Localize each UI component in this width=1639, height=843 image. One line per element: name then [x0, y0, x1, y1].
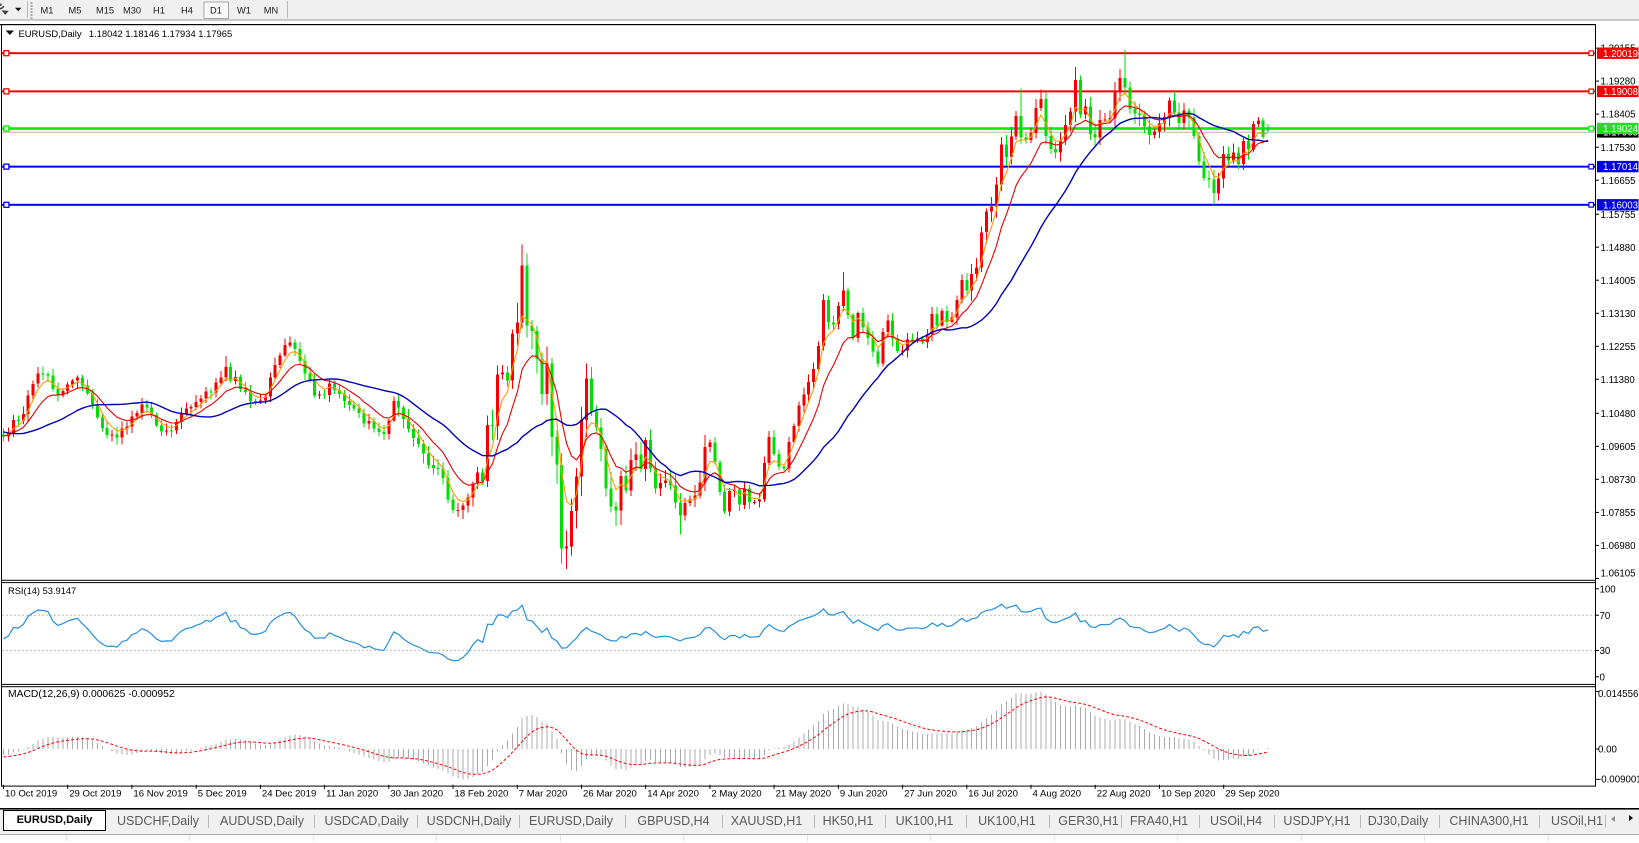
svg-text:H4: H4	[181, 6, 193, 16]
svg-text:1.17530: 1.17530	[1601, 143, 1637, 154]
svg-text:1.09605: 1.09605	[1601, 442, 1636, 453]
svg-text:1.20019: 1.20019	[1603, 49, 1638, 60]
svg-text:70: 70	[1600, 611, 1611, 622]
svg-text:M15: M15	[96, 6, 114, 16]
svg-text:1.16003: 1.16003	[1603, 200, 1638, 211]
svg-text:1.18024: 1.18024	[1603, 124, 1639, 135]
svg-text:D1: D1	[210, 6, 222, 16]
svg-text:18 Feb 2020: 18 Feb 2020	[455, 789, 509, 800]
svg-text:-0.009001: -0.009001	[1598, 775, 1639, 786]
svg-text:1.13130: 1.13130	[1601, 309, 1637, 320]
svg-text:EURUSD,Daily 1.18042 1.18146: EURUSD,Daily 1.18042 1.18146 1.17934 1.1…	[19, 28, 233, 39]
svg-text:29 Oct 2019: 29 Oct 2019	[69, 789, 121, 800]
svg-text:7 Mar 2020: 7 Mar 2020	[519, 789, 568, 800]
svg-text:1.08730: 1.08730	[1601, 475, 1637, 486]
svg-text:1.11380: 1.11380	[1601, 375, 1636, 386]
svg-text:M30: M30	[123, 6, 141, 16]
svg-text:1.06980: 1.06980	[1601, 541, 1637, 552]
svg-text:RSI(14) 53.9147: RSI(14) 53.9147	[8, 586, 76, 596]
svg-text:2 May 2020: 2 May 2020	[711, 789, 761, 800]
svg-text:16 Jul 2020: 16 Jul 2020	[968, 789, 1018, 800]
svg-text:4 Aug 2020: 4 Aug 2020	[1033, 789, 1082, 800]
svg-text:1.16655: 1.16655	[1601, 176, 1636, 187]
svg-text:1.19008: 1.19008	[1603, 87, 1638, 98]
svg-text:29 Sep 2020: 29 Sep 2020	[1225, 789, 1279, 800]
svg-text:9 Jun 2020: 9 Jun 2020	[840, 789, 887, 800]
svg-text:24 Dec 2019: 24 Dec 2019	[262, 789, 316, 800]
svg-text:22 Aug 2020: 22 Aug 2020	[1097, 789, 1151, 800]
svg-text:1.07855: 1.07855	[1601, 508, 1636, 519]
svg-text:11 Jan 2020: 11 Jan 2020	[326, 789, 378, 800]
svg-text:1.14005: 1.14005	[1601, 276, 1636, 287]
svg-text:16 Nov 2019: 16 Nov 2019	[133, 789, 187, 800]
svg-text:1.19280: 1.19280	[1601, 77, 1637, 88]
svg-text:M5: M5	[69, 6, 82, 16]
svg-text:W1: W1	[237, 6, 251, 16]
svg-text:H1: H1	[153, 6, 165, 16]
svg-text:1.14880: 1.14880	[1601, 243, 1637, 254]
svg-text:1.18405: 1.18405	[1601, 110, 1636, 121]
svg-text:0.014556: 0.014556	[1598, 689, 1638, 700]
svg-text:1.12255: 1.12255	[1601, 342, 1636, 353]
svg-text:1.10480: 1.10480	[1601, 409, 1637, 420]
svg-text:MACD(12,26,9) 0.000625 -0.0009: MACD(12,26,9) 0.000625 -0.000952	[8, 689, 175, 700]
svg-text:1.06105: 1.06105	[1601, 569, 1636, 580]
svg-text:30: 30	[1600, 646, 1611, 657]
svg-text:MN: MN	[264, 6, 278, 16]
svg-text:21 May 2020: 21 May 2020	[776, 789, 831, 800]
svg-text:14 Apr 2020: 14 Apr 2020	[647, 789, 699, 800]
svg-text:30 Jan 2020: 30 Jan 2020	[390, 789, 443, 800]
svg-text:27 Jun 2020: 27 Jun 2020	[904, 789, 957, 800]
svg-text:0: 0	[1600, 672, 1606, 683]
svg-text:5 Dec 2019: 5 Dec 2019	[198, 789, 247, 800]
svg-text:0.00: 0.00	[1598, 745, 1617, 756]
svg-text:1.17014: 1.17014	[1603, 162, 1639, 173]
svg-text:M1: M1	[41, 6, 54, 16]
svg-text:1.15755: 1.15755	[1601, 210, 1636, 221]
svg-text:26 Mar 2020: 26 Mar 2020	[583, 789, 637, 800]
svg-text:10 Sep 2020: 10 Sep 2020	[1161, 789, 1215, 800]
svg-text:10 Oct 2019: 10 Oct 2019	[5, 789, 57, 800]
svg-text:100: 100	[1600, 584, 1617, 595]
